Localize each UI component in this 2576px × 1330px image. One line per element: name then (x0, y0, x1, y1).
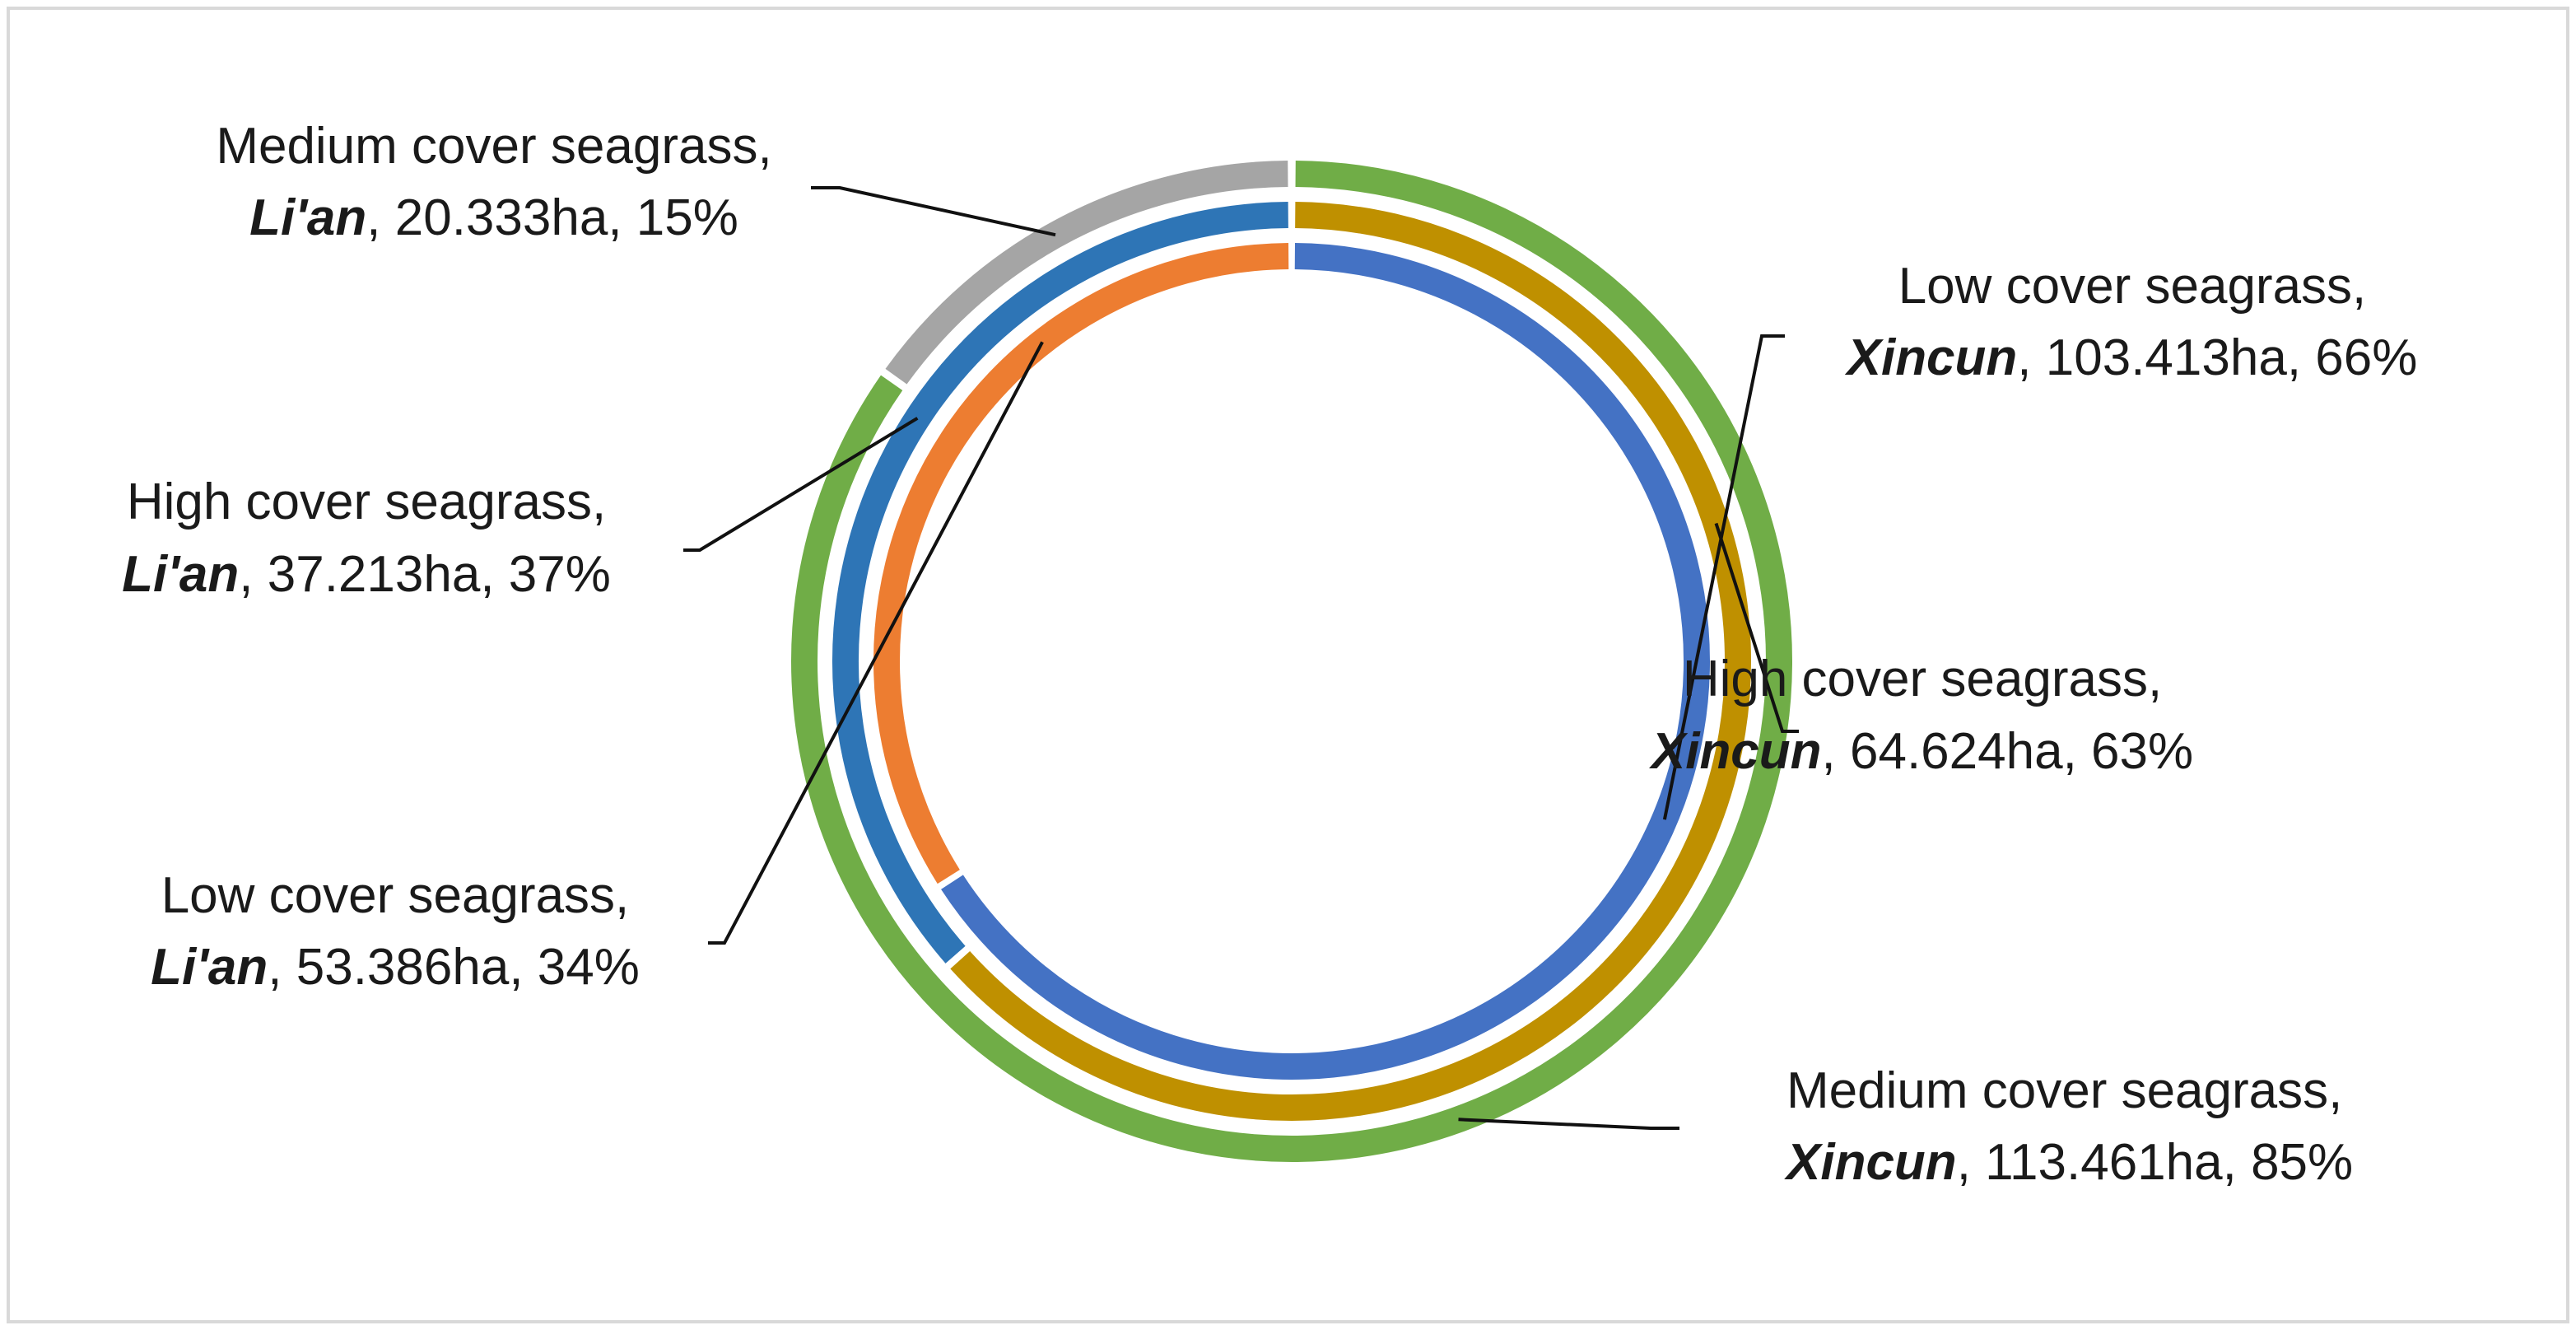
label-site-name: Xincun (1845, 329, 2018, 386)
slice-low-cover-seagrass-xincun (941, 243, 1710, 1080)
label-value-high-cover-seagrass-xincun: Xincun, 64.624ha, 63% (1649, 723, 2193, 780)
label-site-name: Li'an (122, 546, 239, 603)
leader-line-high-cover-seagrass-xincun (1714, 522, 1799, 733)
label-site-name: Li'an (249, 189, 366, 246)
slice-low-cover-seagrass-li-an (873, 243, 1289, 884)
leader-lines (683, 186, 1799, 1130)
label-value-high-cover-seagrass-li-an: Li'an, 37.213ha, 37% (122, 546, 611, 603)
label-area-percent: , 20.333ha, 15% (366, 189, 738, 246)
label-area-percent: , 53.386ha, 34% (268, 939, 640, 996)
slice-high-cover-seagrass-li-an (832, 202, 1288, 964)
label-category-low-cover-seagrass-xincun: Low cover seagrass, (1898, 258, 2367, 315)
label-category-high-cover-seagrass-li-an: High cover seagrass, (127, 474, 606, 530)
label-category-medium-cover-seagrass-li-an: Medium cover seagrass, (216, 118, 771, 175)
label-site-name: Xincun (1649, 723, 1822, 780)
label-value-low-cover-seagrass-xincun: Xincun, 103.413ha, 66% (1845, 329, 2418, 386)
doughnut-rings (791, 161, 1792, 1162)
slice-medium-cover-seagrass-xincun (791, 161, 1792, 1162)
label-value-low-cover-seagrass-li-an: Li'an, 53.386ha, 34% (151, 939, 640, 996)
chart-frame (7, 7, 2569, 1323)
leader-line-low-cover-seagrass-xincun (1662, 334, 1785, 820)
label-area-percent: , 37.213ha, 37% (239, 546, 611, 603)
slice-high-cover-seagrass-xincun (950, 202, 1751, 1121)
label-category-medium-cover-seagrass-xincun: Medium cover seagrass, (1786, 1062, 2342, 1119)
label-area-percent: , 113.461ha, 85% (1957, 1134, 2353, 1191)
leader-line-low-cover-seagrass-li-an (708, 341, 1044, 945)
label-area-percent: , 64.624ha, 63% (1822, 723, 2194, 780)
label-value-medium-cover-seagrass-li-an: Li'an, 20.333ha, 15% (249, 189, 738, 246)
slice-medium-cover-seagrass-li-an (885, 161, 1288, 385)
label-category-low-cover-seagrass-li-an: Low cover seagrass, (161, 867, 630, 924)
leader-line-high-cover-seagrass-li-an (683, 417, 919, 552)
label-site-name: Li'an (151, 939, 268, 996)
label-category-high-cover-seagrass-xincun: High cover seagrass, (1683, 651, 2162, 707)
leader-line-medium-cover-seagrass-xincun (1458, 1118, 1679, 1130)
label-area-percent: , 103.413ha, 66% (2017, 329, 2417, 386)
label-site-name: Xincun (1784, 1134, 1957, 1191)
label-value-medium-cover-seagrass-xincun: Xincun, 113.461ha, 85% (1784, 1134, 2353, 1191)
data-labels: Medium cover seagrass,Xincun, 113.461ha,… (122, 118, 2417, 1191)
leader-line-medium-cover-seagrass-li-an (811, 186, 1056, 237)
